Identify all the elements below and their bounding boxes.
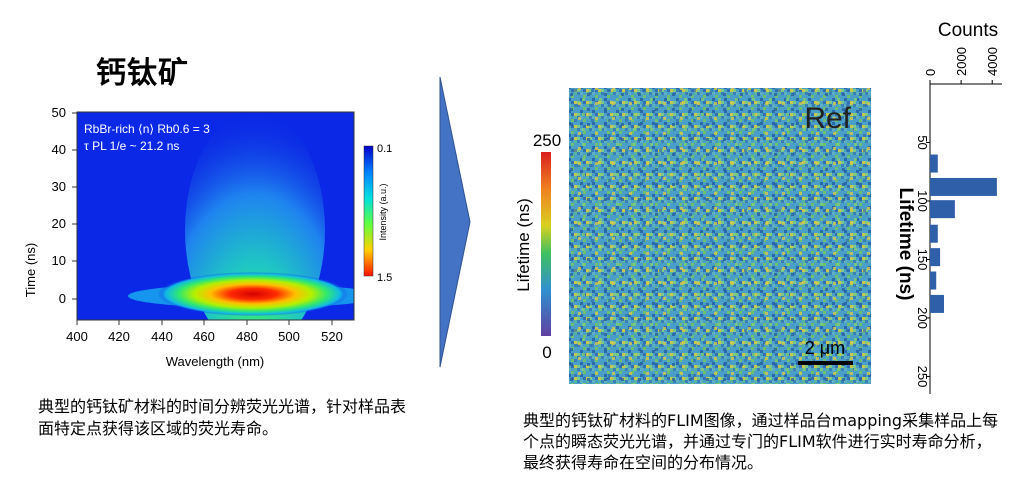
x-tick-label: 400 [66, 329, 88, 344]
colorbar-top-label: 0.1 [377, 143, 392, 155]
histogram-bar [930, 177, 997, 196]
y-tick-label: 0 [59, 291, 66, 306]
histogram-y-tick-label: 50 [915, 135, 930, 149]
annotation-line-2: τ PL 1/e ~ 21.2 ns [84, 139, 179, 153]
arrow-graphic [436, 72, 476, 372]
histogram-y-tick-label: 150 [915, 249, 930, 271]
y-tick-label: 50 [52, 105, 66, 120]
histogram-y-label: Lifetime (ns) [895, 188, 916, 301]
emission-peak [158, 272, 348, 316]
y-tick-label: 20 [52, 216, 66, 231]
histogram-bars [930, 154, 997, 313]
colorbar-bottom-label: 1.5 [377, 272, 392, 284]
flim-panel: 250 0 Lifetime (ns) Ref 2 μm [505, 80, 885, 390]
histogram-x-tick-label: 2000 [954, 47, 969, 76]
flim-image-texture [569, 88, 871, 384]
emission-cone [185, 112, 325, 320]
histogram-x-label: Counts [938, 20, 998, 41]
flim-ref-label: Ref [804, 102, 851, 135]
histogram-y-tick-label: 200 [915, 307, 930, 329]
caption-left: 典型的钙钛矿材料的时间分辨荧光光谱，针对样品表面特定点获得该区域的荧光寿命。 [38, 397, 407, 438]
annotation-line-1: RbBr-rich ⟨n⟩ Rb0.6 = 3 [84, 122, 210, 136]
histogram-bar [930, 294, 944, 313]
histogram-y-tick-label: 250 [915, 366, 930, 388]
x-tick-label: 480 [236, 329, 258, 344]
scale-bar-label: 2 μm [805, 338, 845, 358]
colorbar-label: Intensity (a.u.) [378, 183, 388, 240]
lifetime-colorbar-top: 250 [533, 131, 561, 150]
y-tick-label: 30 [52, 179, 66, 194]
histogram-x-tick-label: 4000 [985, 47, 1000, 76]
x-tick-label: 520 [321, 329, 343, 344]
x-tick-label: 460 [193, 329, 215, 344]
x-ticks: 400 420 440 460 480 500 520 [66, 320, 343, 344]
y-tick-label: 40 [52, 142, 66, 157]
flim-svg: 250 0 Lifetime (ns) Ref 2 μm [514, 88, 871, 384]
right-arrow-icon [439, 76, 471, 368]
x-tick-label: 420 [108, 329, 130, 344]
histogram-bar [930, 224, 938, 243]
histogram-x-ticks: 0 2000 4000 [923, 47, 1000, 84]
histogram-bar [930, 200, 955, 219]
histogram-bar [930, 271, 937, 290]
trpl-chart-svg: 0 10 20 30 40 50 Time (ns) 400 420 440 4… [23, 105, 392, 369]
y-axis-label: Time (ns) [23, 243, 38, 297]
y-ticks: 0 10 20 30 40 50 [52, 105, 77, 306]
trpl-chart: 0 10 20 30 40 50 Time (ns) 400 420 440 4… [0, 100, 420, 380]
histogram-bar [930, 248, 941, 267]
x-axis-label: Wavelength (nm) [166, 354, 265, 369]
histogram-y-ticks: 50 100 150 200 250 [915, 135, 930, 387]
histogram-svg: Counts 0 2000 4000 50 100 150 200 250 Lifetime… [895, 20, 1002, 395]
x-tick-label: 500 [278, 329, 300, 344]
histogram-bar [930, 154, 938, 173]
lifetime-colorbar [541, 152, 551, 336]
histogram-y-tick-label: 100 [915, 190, 930, 212]
histogram-x-tick-label: 0 [923, 69, 938, 76]
y-tick-label: 10 [52, 253, 66, 268]
lifetime-colorbar-label: Lifetime (ns) [514, 198, 533, 292]
lifetime-colorbar-bottom: 0 [542, 343, 551, 362]
caption-right: 典型的钙钛矿材料的FLIM图像，通过样品台mapping采集样品上每个点的瞬态荧… [523, 411, 999, 472]
intensity-colorbar [363, 145, 374, 277]
lifetime-histogram: Counts 0 2000 4000 50 100 150 200 250 Lifetime… [880, 14, 1015, 395]
page-title: 钙钛矿 [96, 56, 189, 91]
x-tick-label: 440 [151, 329, 173, 344]
